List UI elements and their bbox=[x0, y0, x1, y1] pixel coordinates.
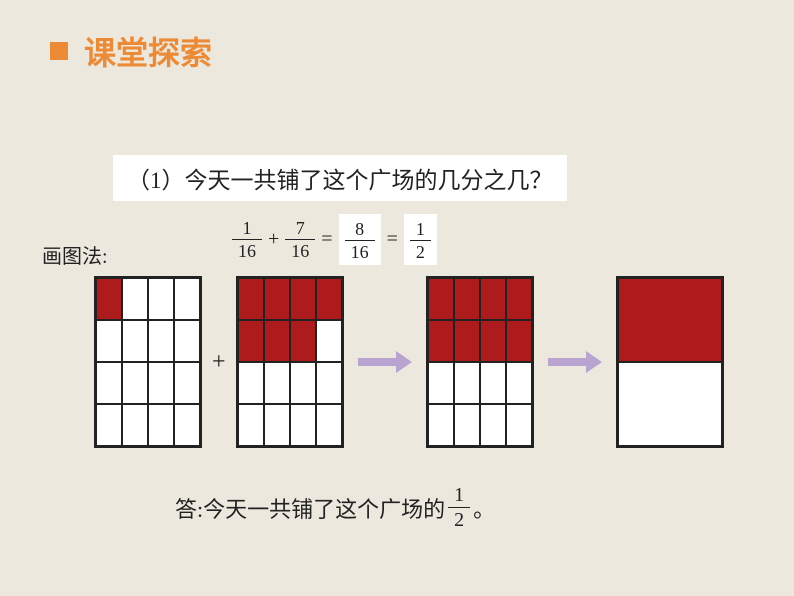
result-box-2: 1 2 bbox=[404, 214, 437, 265]
grid-cell bbox=[264, 278, 290, 320]
grid-cell bbox=[174, 404, 200, 446]
grid-cell bbox=[290, 362, 316, 404]
denominator: 16 bbox=[285, 239, 315, 260]
grid-cell bbox=[454, 320, 480, 362]
grid-4 bbox=[616, 276, 724, 448]
grid-cell bbox=[264, 362, 290, 404]
numerator: 1 bbox=[237, 219, 258, 239]
numerator: 8 bbox=[349, 220, 370, 240]
fraction-4: 1 2 bbox=[410, 220, 431, 261]
grid-cell bbox=[290, 320, 316, 362]
grid-cell bbox=[122, 362, 148, 404]
answer-prefix: 答:今天一共铺了这个广场的 bbox=[175, 492, 445, 524]
grid-cell bbox=[506, 362, 532, 404]
grid-cell bbox=[454, 278, 480, 320]
diagram-row: + bbox=[94, 276, 724, 448]
question-text: （1）今天一共铺了这个广场的几分之几？ bbox=[113, 155, 567, 201]
grid-cell bbox=[122, 320, 148, 362]
grid-cell bbox=[238, 404, 264, 446]
grid-cell bbox=[148, 278, 174, 320]
grid-cell bbox=[148, 320, 174, 362]
grid-cell bbox=[480, 404, 506, 446]
page-title: 课堂探索 bbox=[84, 28, 212, 74]
grid-cell bbox=[506, 404, 532, 446]
fraction-3: 8 16 bbox=[345, 220, 375, 261]
grid-cell bbox=[316, 404, 342, 446]
answer-fraction: 1 2 bbox=[448, 485, 470, 530]
fraction-1: 1 16 bbox=[232, 219, 262, 260]
grid-cell bbox=[96, 278, 122, 320]
grid-cell bbox=[290, 278, 316, 320]
grid-cell bbox=[122, 404, 148, 446]
grid-cell bbox=[618, 278, 722, 362]
equation: 1 16 + 7 16 = 8 16 = 1 2 bbox=[232, 214, 437, 265]
grid-cell bbox=[316, 362, 342, 404]
grid-cell bbox=[480, 278, 506, 320]
grid-cell bbox=[316, 278, 342, 320]
answer-text: 答:今天一共铺了这个广场的 1 2 。 bbox=[175, 485, 495, 530]
grid-cell bbox=[316, 320, 342, 362]
arrow-icon bbox=[358, 354, 412, 370]
grid-cell bbox=[238, 278, 264, 320]
grid-cell bbox=[148, 404, 174, 446]
equals-sign: = bbox=[387, 228, 398, 251]
grid-cell bbox=[238, 320, 264, 362]
answer-suffix: 。 bbox=[473, 492, 495, 524]
grid-cell bbox=[264, 320, 290, 362]
numerator: 1 bbox=[448, 485, 470, 507]
grid-cell bbox=[174, 278, 200, 320]
grid-cell bbox=[480, 320, 506, 362]
grid-2 bbox=[236, 276, 344, 448]
grid-3 bbox=[426, 276, 534, 448]
grid-cell bbox=[174, 320, 200, 362]
grid-cell bbox=[480, 362, 506, 404]
result-box-1: 8 16 bbox=[339, 214, 381, 265]
grid-cell bbox=[428, 320, 454, 362]
grid-cell bbox=[122, 278, 148, 320]
equals-sign: = bbox=[321, 228, 332, 251]
plus-operator: + bbox=[212, 349, 226, 376]
bullet-icon bbox=[50, 42, 68, 60]
grid-cell bbox=[174, 362, 200, 404]
grid-cell bbox=[148, 362, 174, 404]
grid-cell bbox=[264, 404, 290, 446]
grid-cell bbox=[290, 404, 316, 446]
grid-cell bbox=[96, 404, 122, 446]
grid-cell bbox=[454, 362, 480, 404]
numerator: 1 bbox=[410, 220, 431, 240]
arrow-icon bbox=[548, 354, 602, 370]
denominator: 2 bbox=[448, 507, 470, 530]
grid-1 bbox=[94, 276, 202, 448]
grid-cell bbox=[428, 278, 454, 320]
fraction-2: 7 16 bbox=[285, 219, 315, 260]
header: 课堂探索 bbox=[50, 28, 212, 74]
grid-cell bbox=[428, 404, 454, 446]
numerator: 7 bbox=[290, 219, 311, 239]
denominator: 2 bbox=[410, 240, 431, 261]
grid-cell bbox=[238, 362, 264, 404]
denominator: 16 bbox=[232, 239, 262, 260]
grid-cell bbox=[96, 320, 122, 362]
method-label: 画图法: bbox=[42, 240, 108, 269]
grid-cell bbox=[428, 362, 454, 404]
grid-cell bbox=[618, 362, 722, 446]
grid-cell bbox=[506, 320, 532, 362]
grid-cell bbox=[454, 404, 480, 446]
plus-sign: + bbox=[268, 228, 279, 251]
grid-cell bbox=[506, 278, 532, 320]
grid-cell bbox=[96, 362, 122, 404]
denominator: 16 bbox=[345, 240, 375, 261]
